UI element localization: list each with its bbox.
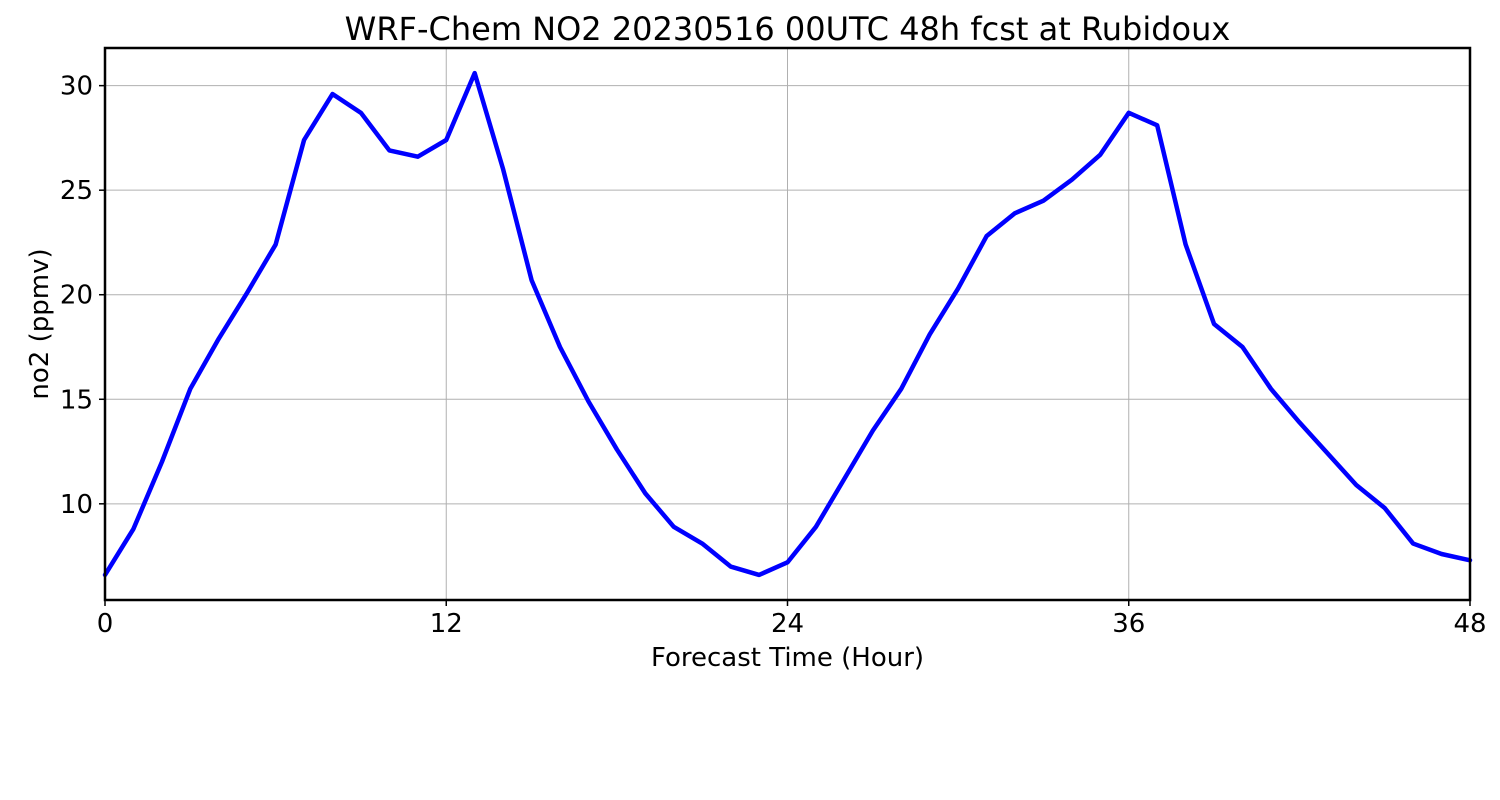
axis-ticks: 0 12 24 36 48 10 15 20 25 30	[60, 72, 1487, 639]
x-tick-label: 48	[1453, 609, 1486, 639]
y-axis-label: no2 (ppmv)	[25, 248, 55, 399]
y-tick-label: 15	[60, 385, 93, 415]
y-tick-label: 25	[60, 176, 93, 206]
x-tick-label: 24	[771, 609, 804, 639]
x-tick-label: 12	[430, 609, 463, 639]
chart-title: WRF-Chem NO2 20230516 00UTC 48h fcst at …	[345, 10, 1231, 48]
y-tick-label: 20	[60, 281, 93, 311]
no2-series-line	[102, 70, 1473, 578]
x-tick-label: 0	[97, 609, 114, 639]
y-tick-label: 30	[60, 72, 93, 102]
y-tick-label: 10	[60, 490, 93, 520]
x-axis-label: Forecast Time (Hour)	[651, 643, 924, 673]
series-layer	[102, 70, 1473, 578]
x-tick-label: 36	[1112, 609, 1145, 639]
